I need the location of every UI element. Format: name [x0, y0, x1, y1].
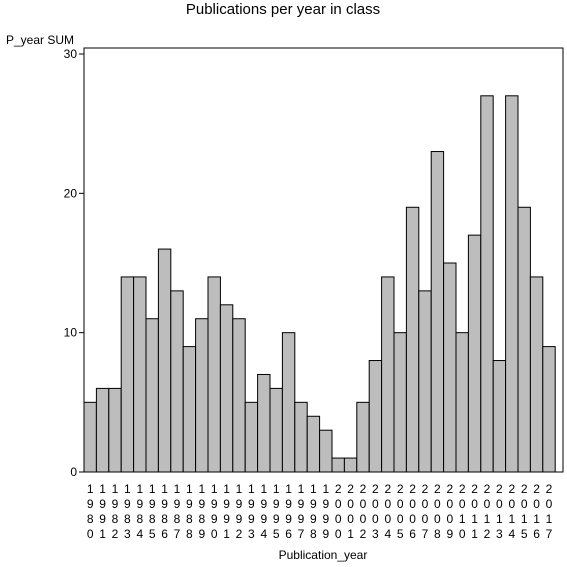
bar-2015	[517, 206, 531, 473]
y-tick-label: 10	[64, 326, 78, 340]
bar-1996	[281, 332, 296, 473]
bar-2012	[480, 95, 494, 473]
bar-2013	[492, 360, 507, 473]
y-axis-label: P_year SUM	[6, 33, 74, 47]
bar-1993	[244, 401, 259, 473]
bar-1983	[120, 276, 135, 473]
bar-2017	[542, 346, 556, 473]
bar-1985	[145, 318, 159, 473]
bar-2006	[405, 206, 420, 473]
bar-2002	[356, 401, 370, 473]
x-axis-tick-labels: 1 9 8 0 1 9 9 1 1 9 8 2 1 9 8 3 1 9 8 4 1 9 8 5 1 9 8 6 1 9 8 7 1 9 8 8 1 9 8 9…	[87, 482, 553, 541]
bar-1991	[219, 304, 234, 473]
chart-title: Publications per year in class	[186, 1, 380, 18]
bar-2001	[343, 457, 358, 473]
bar-1987	[170, 290, 184, 473]
bar-2011	[467, 234, 482, 473]
bar-1991	[95, 387, 110, 473]
bar-2014	[505, 95, 519, 473]
bar-1986	[157, 248, 172, 473]
bar-2000	[331, 457, 345, 473]
bar-1990	[207, 276, 221, 473]
bar-1998	[306, 415, 321, 473]
bar-2003	[368, 360, 383, 473]
bar-1997	[294, 401, 308, 473]
y-axis-ticks: 0 10 20 30	[64, 47, 84, 479]
bar-1988	[182, 346, 197, 473]
bar-2005	[393, 332, 407, 473]
x-axis-label: Publication_year	[279, 548, 368, 562]
bar-2010	[455, 332, 469, 473]
bar-1995	[269, 387, 283, 473]
bar-1994	[257, 373, 271, 473]
bars-group	[83, 95, 556, 473]
bar-2004	[381, 276, 395, 473]
y-tick-label: 30	[64, 47, 78, 61]
bar-1999	[319, 429, 333, 473]
bar-2007	[418, 290, 432, 473]
y-tick-label: 20	[64, 186, 78, 200]
bar-2009	[443, 262, 457, 473]
bar-1982	[108, 387, 122, 473]
y-tick-label: 0	[70, 465, 77, 479]
plot-area-frame	[83, 47, 564, 473]
bar-2008	[430, 151, 445, 473]
bar-1989	[195, 318, 209, 473]
bar-1980	[83, 401, 97, 473]
bar-1984	[133, 276, 147, 473]
bar-2016	[529, 276, 544, 473]
bar-1992	[232, 318, 246, 473]
